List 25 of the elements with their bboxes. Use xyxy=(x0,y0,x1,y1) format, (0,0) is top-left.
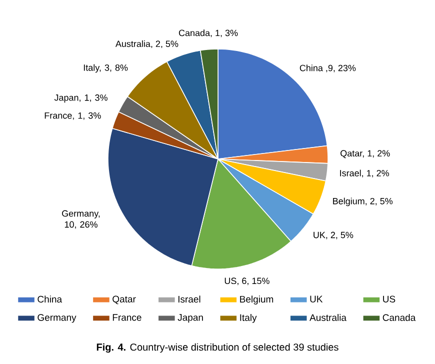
data-label: Japan, 1, 3% xyxy=(54,94,108,103)
legend-label: China xyxy=(38,296,62,303)
legend-label: Qatar xyxy=(112,296,136,304)
data-label: Canada, 1, 3% xyxy=(178,30,238,38)
legend-label: Germany xyxy=(38,314,76,323)
data-label: Australia, 2, 5% xyxy=(115,40,178,48)
data-label: Israel, 1, 2% xyxy=(340,170,390,178)
data-label: China ,9, 23% xyxy=(300,64,356,72)
text: Fig. 4. Country-wise distribution of selected 39 studies xyxy=(96,343,338,353)
legend-label: Canada xyxy=(382,314,416,321)
data-label: US, 6, 15% xyxy=(224,278,270,286)
legend-label: Israel xyxy=(178,296,200,303)
data-label: Qatar, 1, 2% xyxy=(340,150,390,158)
data-label: Italy, 3, 8% xyxy=(84,64,128,73)
data-label: France, 1, 3% xyxy=(44,112,101,120)
legend-label: Japan xyxy=(178,314,203,323)
data-label: Belgium, 2, 5% xyxy=(333,198,393,206)
data-label: Germany, 10, 26% xyxy=(62,210,100,229)
legend-label: UK xyxy=(310,296,323,302)
legend-label: Belgium xyxy=(240,296,274,304)
data-label: UK, 2, 5% xyxy=(314,232,354,240)
legend-label: France xyxy=(112,314,142,321)
legend-label: Italy xyxy=(240,314,257,323)
legend-label: US xyxy=(383,296,396,302)
legend-label: Australia xyxy=(310,314,347,321)
